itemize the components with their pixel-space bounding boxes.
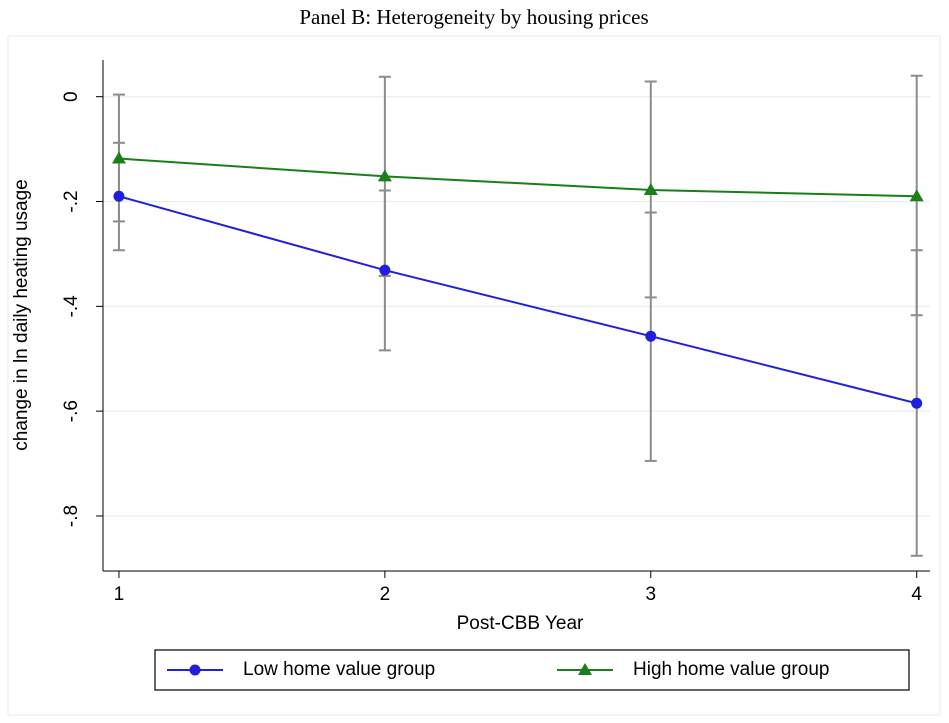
y-tick-label: -.4: [61, 295, 82, 318]
marker: [379, 264, 391, 276]
y-axis-label: change in ln daily heating usage: [11, 179, 32, 450]
series-line: [118, 195, 917, 405]
marker: [113, 190, 125, 202]
marker: [111, 151, 126, 164]
panel: [7, 35, 941, 716]
chart-title: Panel B: Heterogeneity by housing prices: [299, 5, 648, 29]
legend-label: High home value group: [633, 659, 829, 680]
series-line: [118, 157, 917, 198]
x-tick-label: 1: [114, 584, 125, 605]
x-tick-label: 2: [380, 584, 391, 605]
legend-label: Low home value group: [243, 659, 435, 680]
y-tick-label: 0: [61, 91, 82, 102]
y-tick-label: -.8: [61, 505, 82, 527]
y-tick-label: -.2: [61, 190, 82, 212]
legend-box: [154, 649, 910, 691]
y-tick-label: -.6: [61, 400, 82, 422]
legend-marker: [578, 663, 592, 675]
x-axis-label: Post-CBB Year: [457, 613, 584, 634]
marker: [645, 330, 657, 342]
marker: [643, 182, 658, 195]
x-tick-label: 3: [645, 584, 656, 605]
x-tick-label: 4: [911, 584, 922, 605]
marker: [377, 169, 392, 182]
legend-marker: [189, 664, 201, 676]
marker: [911, 397, 923, 409]
marker: [909, 189, 924, 202]
